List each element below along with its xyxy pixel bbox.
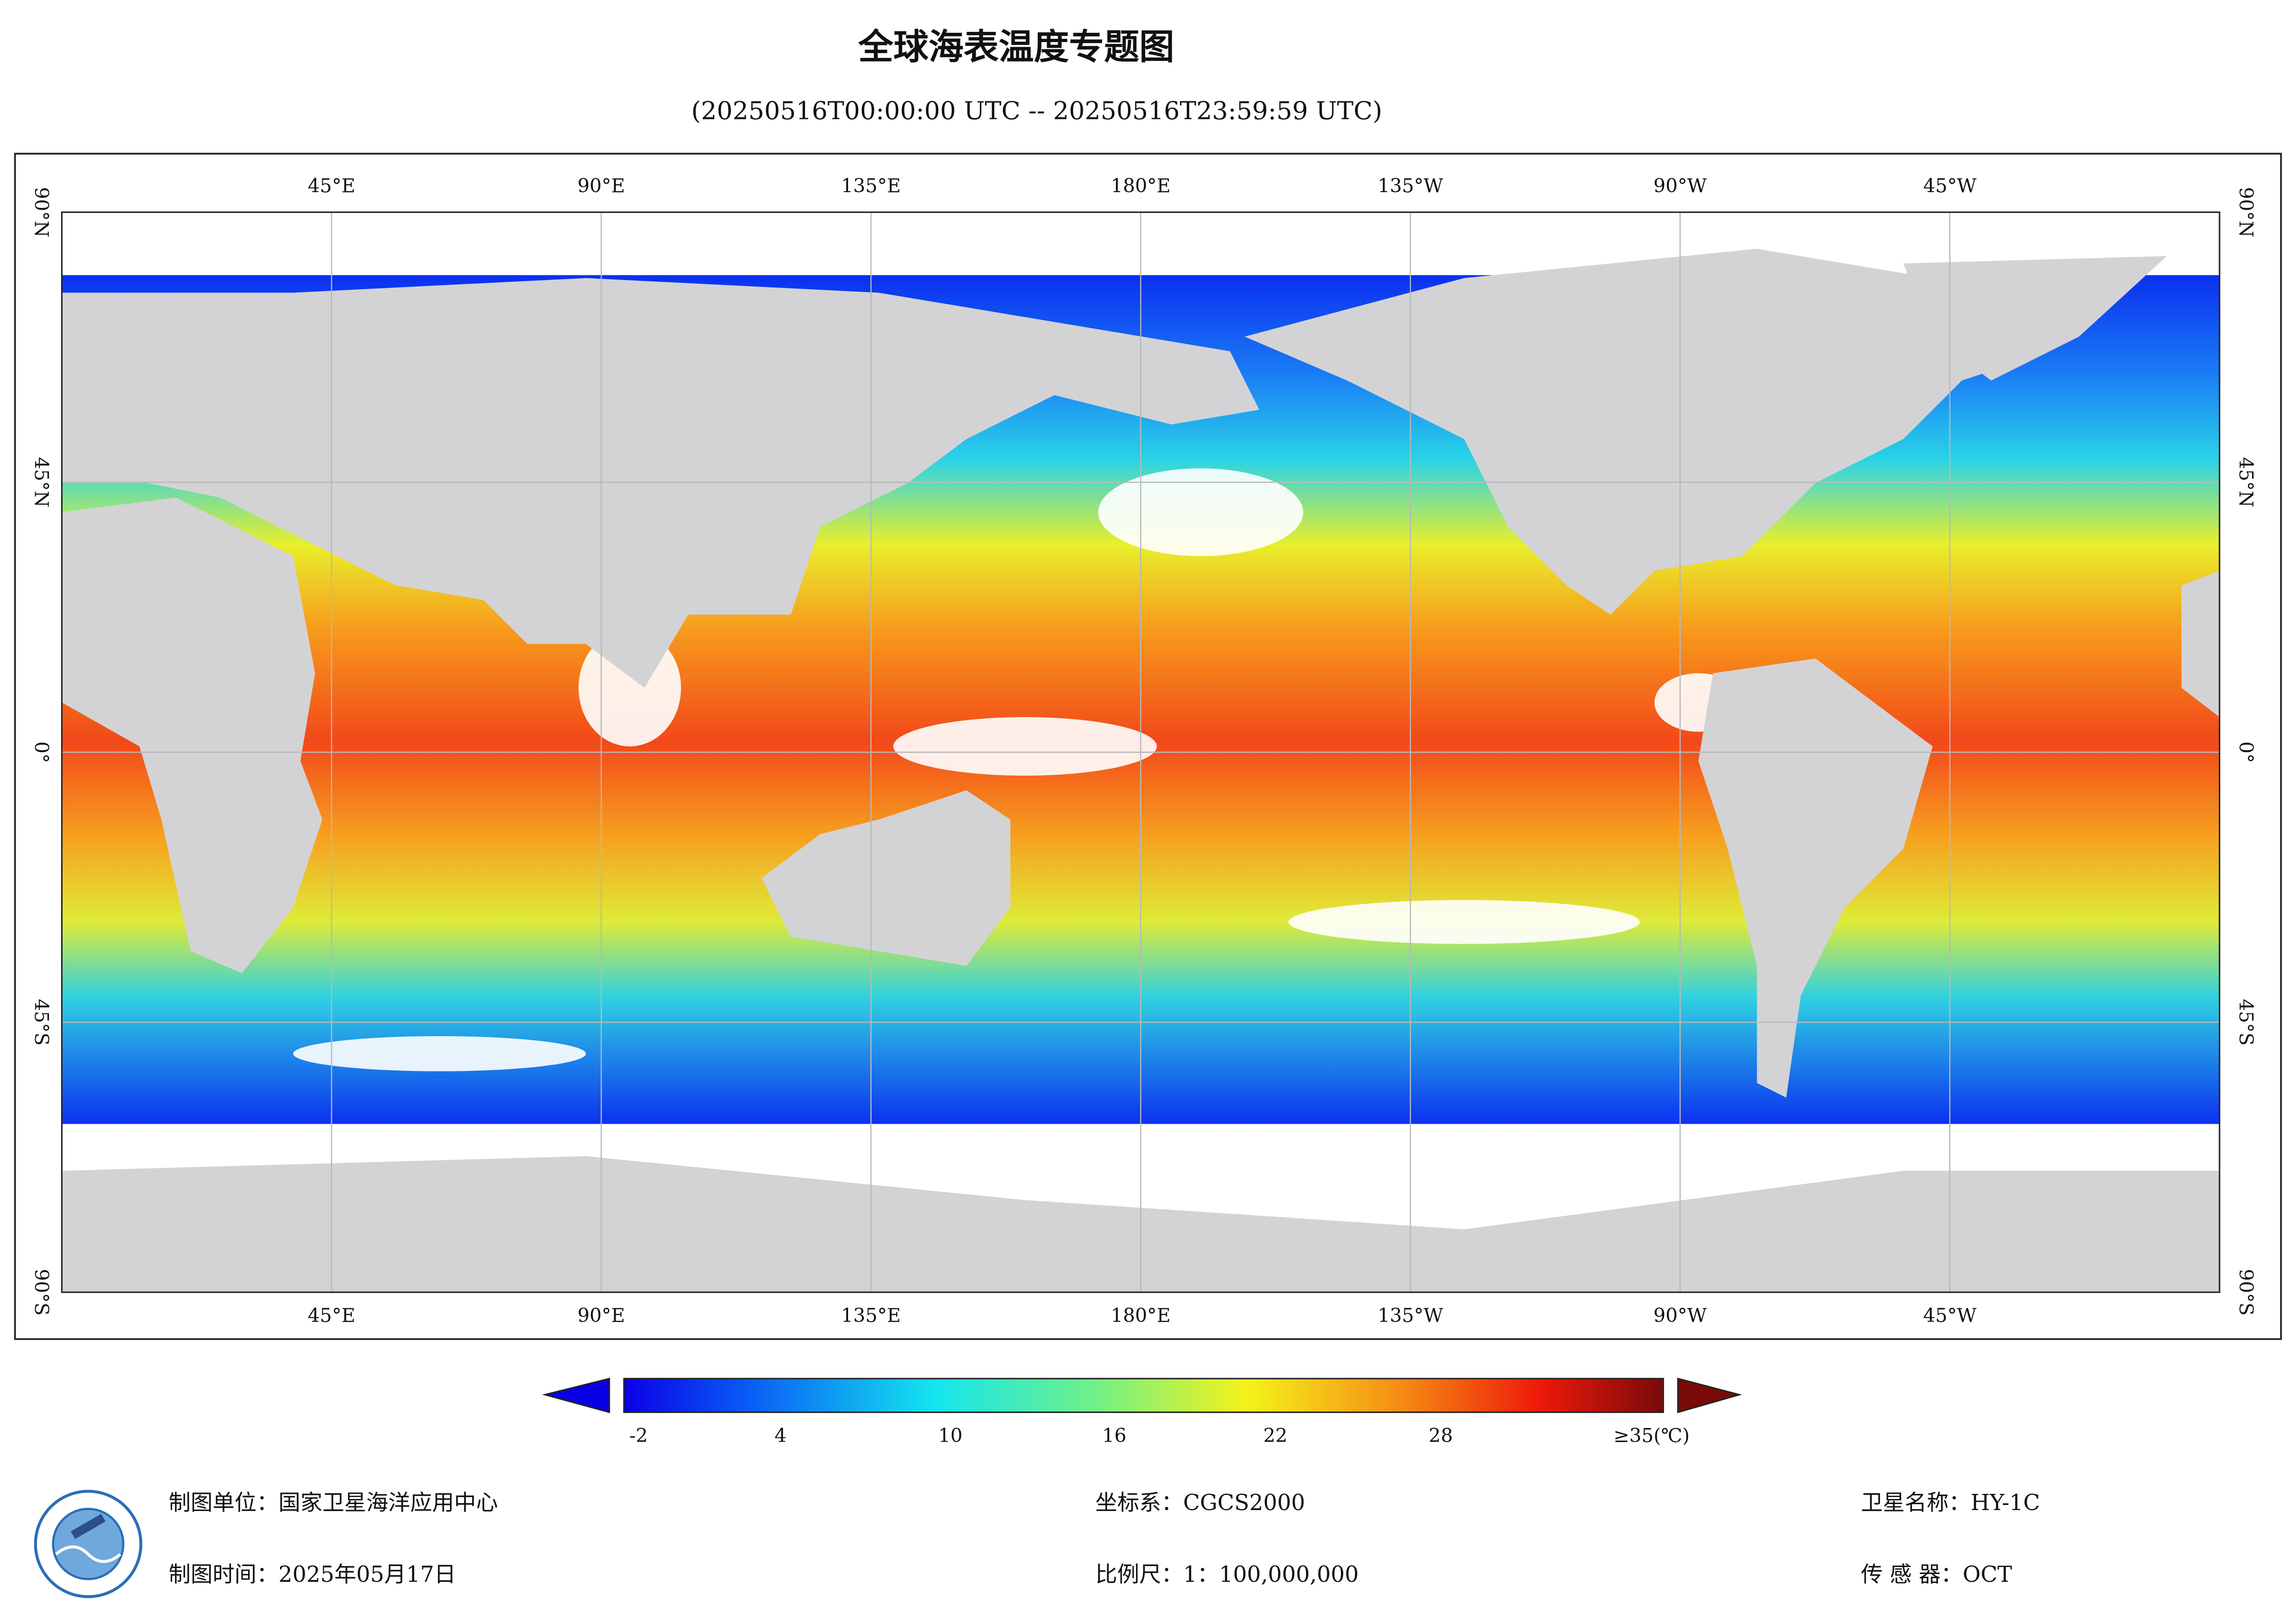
field-label: 卫星名称： xyxy=(1861,1490,1971,1516)
map-frame xyxy=(14,153,2282,1340)
lat-label-right: 0° xyxy=(2235,741,2257,763)
logo xyxy=(34,1490,143,1598)
colorbar xyxy=(623,1378,1664,1413)
lat-label-left: 45°S xyxy=(31,999,53,1045)
lon-label-bottom: 180°E xyxy=(1111,1305,1171,1327)
field-value: CGCS2000 xyxy=(1183,1490,1305,1516)
lon-label-top: 90°W xyxy=(1653,174,1707,197)
lat-label-right: 45°S xyxy=(2235,999,2257,1045)
colorbar-label: 4 xyxy=(774,1424,786,1447)
colorbar-label: -2 xyxy=(629,1424,648,1447)
footer-field: 比例尺：1：100,000,000 xyxy=(1095,1562,1359,1587)
lat-label-left: 45°N xyxy=(31,457,53,508)
colorbar-label: ≥35(℃) xyxy=(1613,1424,1690,1447)
colorbar-label: 10 xyxy=(938,1424,962,1447)
field-label: 比例尺： xyxy=(1095,1562,1183,1587)
time-range: (20250516T00:00:00 UTC -- 20250516T23:59… xyxy=(691,96,1382,125)
footer-field: 制图单位：国家卫星海洋应用中心 xyxy=(168,1490,498,1516)
colorbar-high-arrow xyxy=(1677,1377,1742,1413)
lon-label-bottom: 135°E xyxy=(841,1305,901,1327)
lat-label-right: 90°S xyxy=(2235,1269,2257,1316)
field-label: 制图时间： xyxy=(168,1562,278,1587)
lon-label-top: 45°W xyxy=(1923,174,1977,197)
map-border xyxy=(61,211,2221,1293)
lat-label-right: 45°N xyxy=(2235,457,2257,508)
field-value: 1：100,000,000 xyxy=(1183,1562,1359,1587)
lon-label-top: 180°E xyxy=(1111,174,1171,197)
colorbar-label: 16 xyxy=(1102,1424,1126,1447)
lat-label-left: 90°S xyxy=(31,1269,53,1316)
footer-field: 制图时间：2025年05月17日 xyxy=(168,1562,456,1587)
lon-label-top: 90°E xyxy=(577,174,625,197)
lat-label-left: 90°N xyxy=(31,187,53,237)
lon-label-top: 45°E xyxy=(308,174,356,197)
lon-label-top: 135°E xyxy=(841,174,901,197)
field-label: 传 感 器： xyxy=(1861,1562,1963,1587)
lon-label-bottom: 135°W xyxy=(1378,1305,1443,1327)
map-title: 全球海表温度专题图 xyxy=(858,26,1174,68)
footer-field: 卫星名称：HY-1C xyxy=(1861,1490,2040,1516)
field-label: 坐标系： xyxy=(1095,1490,1183,1516)
lat-label-right: 90°N xyxy=(2235,187,2257,237)
field-value: 国家卫星海洋应用中心 xyxy=(279,1490,498,1516)
graticule xyxy=(62,212,2220,1293)
lat-label-left: 0° xyxy=(31,741,53,763)
lon-label-bottom: 90°E xyxy=(577,1305,625,1327)
lon-label-bottom: 45°E xyxy=(308,1305,356,1327)
colorbar-label: 22 xyxy=(1263,1424,1287,1447)
field-value: OCT xyxy=(1963,1562,2012,1587)
lon-label-top: 135°W xyxy=(1378,174,1443,197)
lon-label-bottom: 45°W xyxy=(1923,1305,1977,1327)
field-value: HY-1C xyxy=(1971,1490,2040,1516)
field-value: 2025年05月17日 xyxy=(279,1562,456,1587)
field-label: 制图单位： xyxy=(168,1490,278,1516)
lon-label-bottom: 90°W xyxy=(1653,1305,1707,1327)
colorbar-low-arrow xyxy=(542,1377,610,1413)
footer-field: 传 感 器：OCT xyxy=(1861,1562,2012,1587)
footer-field: 坐标系：CGCS2000 xyxy=(1095,1490,1305,1516)
colorbar-label: 28 xyxy=(1429,1424,1453,1447)
